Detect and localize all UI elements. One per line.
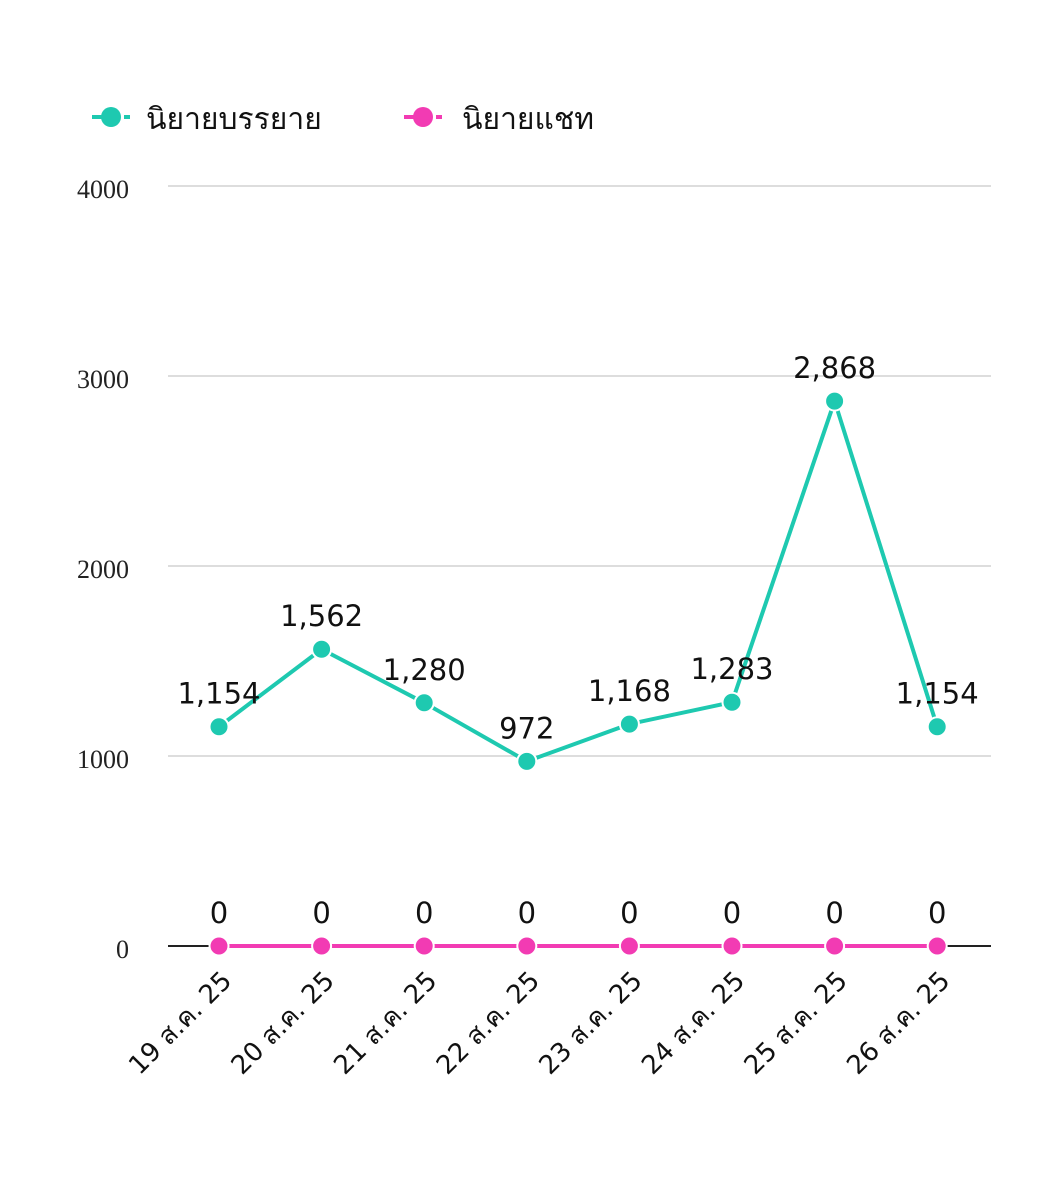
y-tick-label: 3000 [77, 365, 129, 394]
data-label: 1,168 [588, 674, 671, 708]
x-tick-label: 21 ส.ค. 25 [328, 966, 443, 1081]
data-label: 972 [499, 711, 554, 745]
data-point[interactable] [618, 935, 640, 957]
data-label: 1,154 [896, 677, 979, 711]
legend-label-series-0: นิยายบรรยาย [146, 102, 322, 137]
x-tick-label: 19 ส.ค. 25 [123, 966, 238, 1081]
data-label: 0 [620, 896, 638, 930]
y-tick-label: 2000 [77, 555, 129, 584]
data-label: 1,283 [690, 652, 773, 686]
data-point[interactable] [824, 390, 846, 412]
data-point[interactable] [413, 692, 435, 714]
data-label: 0 [928, 896, 946, 930]
data-label: 0 [415, 896, 433, 930]
data-label: 0 [210, 896, 228, 930]
x-tick-label: 24 ส.ค. 25 [636, 966, 751, 1081]
series-lines [217, 399, 940, 948]
data-point[interactable] [824, 935, 846, 957]
data-point[interactable] [413, 935, 435, 957]
y-tick-label: 1000 [77, 745, 129, 774]
data-point[interactable] [208, 935, 230, 957]
y-axis: 0 1000 2000 3000 4000 [77, 175, 991, 964]
series-points [208, 390, 948, 957]
data-point[interactable] [721, 935, 743, 957]
data-label: 0 [312, 896, 330, 930]
data-point[interactable] [311, 638, 333, 660]
data-point[interactable] [516, 750, 538, 772]
data-point[interactable] [926, 935, 948, 957]
data-label: 0 [723, 896, 741, 930]
data-point[interactable] [311, 935, 333, 957]
data-label: 1,280 [383, 653, 466, 687]
y-tick-label: 0 [116, 935, 129, 964]
legend-item-series-0[interactable]: นิยายบรรยาย [92, 102, 322, 137]
data-point[interactable] [618, 713, 640, 735]
legend: นิยายบรรยาย นิยายแชท [92, 102, 594, 137]
data-label: 1,562 [280, 599, 363, 633]
x-tick-label: 22 ส.ค. 25 [431, 966, 546, 1081]
legend-marker-series-0 [101, 107, 121, 127]
data-label: 0 [825, 896, 843, 930]
y-tick-label: 4000 [77, 175, 129, 204]
data-labels: 0 0 0 0 0 0 0 0 1,154 1,562 1,280 972 1,168 1,283 2,86… [177, 351, 978, 930]
data-label: 0 [518, 896, 536, 930]
legend-item-series-1[interactable]: นิยายแชท [404, 102, 594, 137]
x-tick-label: 20 ส.ค. 25 [226, 966, 341, 1081]
data-point[interactable] [208, 716, 230, 738]
legend-marker-series-1 [413, 107, 433, 127]
x-tick-label: 25 ส.ค. 25 [739, 966, 854, 1081]
data-point[interactable] [516, 935, 538, 957]
data-point[interactable] [926, 716, 948, 738]
grid-lines [168, 185, 991, 757]
x-tick-label: 23 ส.ค. 25 [534, 966, 649, 1081]
data-label: 2,868 [793, 351, 876, 385]
data-point[interactable] [721, 691, 743, 713]
legend-label-series-1: นิยายแชท [462, 102, 594, 137]
data-label: 1,154 [177, 677, 260, 711]
series-line-0 [217, 399, 940, 764]
x-tick-label: 26 ส.ค. 25 [841, 966, 956, 1081]
